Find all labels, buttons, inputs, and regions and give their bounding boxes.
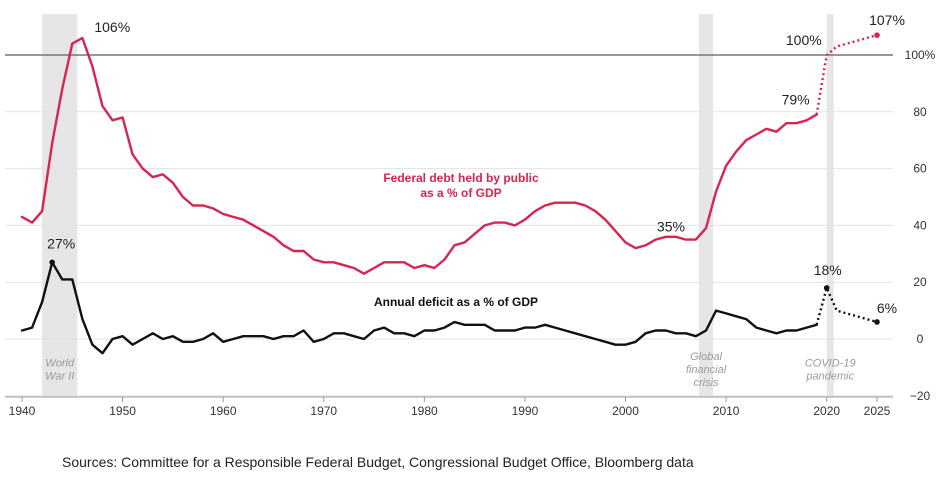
x-tick-label: 1980 [411,404,438,418]
annotation-marker [874,319,880,325]
x-tick-label: 2010 [713,404,740,418]
shaded-period-label: financial [686,364,727,376]
x-tick-label: 1990 [512,404,539,418]
debt-projection-line [815,33,878,115]
x-tick-label: 2000 [612,404,639,418]
deficit-projection-line [815,286,878,326]
y-tick-label: 80 [913,105,927,119]
source-note: Sources: Committee for a Responsible Fed… [62,454,694,470]
shaded-period-label: pandemic [805,371,854,383]
y-tick-label: 60 [913,162,927,176]
shaded-period-0 [42,14,78,397]
debt-series-label: Federal debt held by public [383,171,539,185]
debt-series-label: as a % of GDP [420,186,501,200]
debt-line [20,36,818,275]
y-axis-ticks: −20 0 20 40 60 80 100% [905,48,936,403]
deficit-series-label: Annual deficit as a % of GDP [374,295,538,309]
y-tick-label: 100% [905,48,936,62]
annotation-marker [823,285,830,291]
annotation-marker [874,32,880,38]
y-tick-label: −20 [910,389,931,403]
shaded-period-label: Global [690,351,722,363]
annotation-label: 79% [782,92,810,108]
y-tick-label: 20 [913,275,927,289]
x-tick-label: 1960 [210,404,237,418]
annotation-label: 18% [814,262,842,278]
annotation-marker [49,259,55,266]
shaded-period-label: COVID-19 [805,358,856,370]
x-tick-label: 2025 [864,404,891,418]
annotation-label: 100% [786,32,822,48]
shaded-period-label: crisis [693,377,719,389]
shaded-period-label: War II [45,371,74,383]
x-axis-ticks: 1940 1950 1960 1970 1980 1990 2000 2010 2020 2025 [5,396,893,418]
annotations: 106% 35% 79% 100% 107% 27% 18% 6% Federal debt h… [47,12,905,325]
annotation-label: 6% [877,300,897,316]
annotation-label: 27% [47,235,75,251]
x-tick-label: 2020 [813,404,840,418]
deficit-line [20,261,818,355]
annotation-label: 107% [869,12,905,28]
shaded-period-1 [698,14,714,397]
x-tick-label: 1940 [9,404,36,418]
shaded-period-2 [826,14,834,397]
y-tick-label: 40 [913,218,927,232]
x-tick-label: 1970 [310,404,337,418]
gridlines [5,54,893,397]
annotation-label: 106% [94,19,130,35]
x-tick-label: 1950 [109,404,136,418]
annotation-label: 35% [657,219,685,235]
y-tick-label: 0 [917,332,924,346]
series-lines [20,33,878,355]
shaded-period-label: World [45,358,75,370]
